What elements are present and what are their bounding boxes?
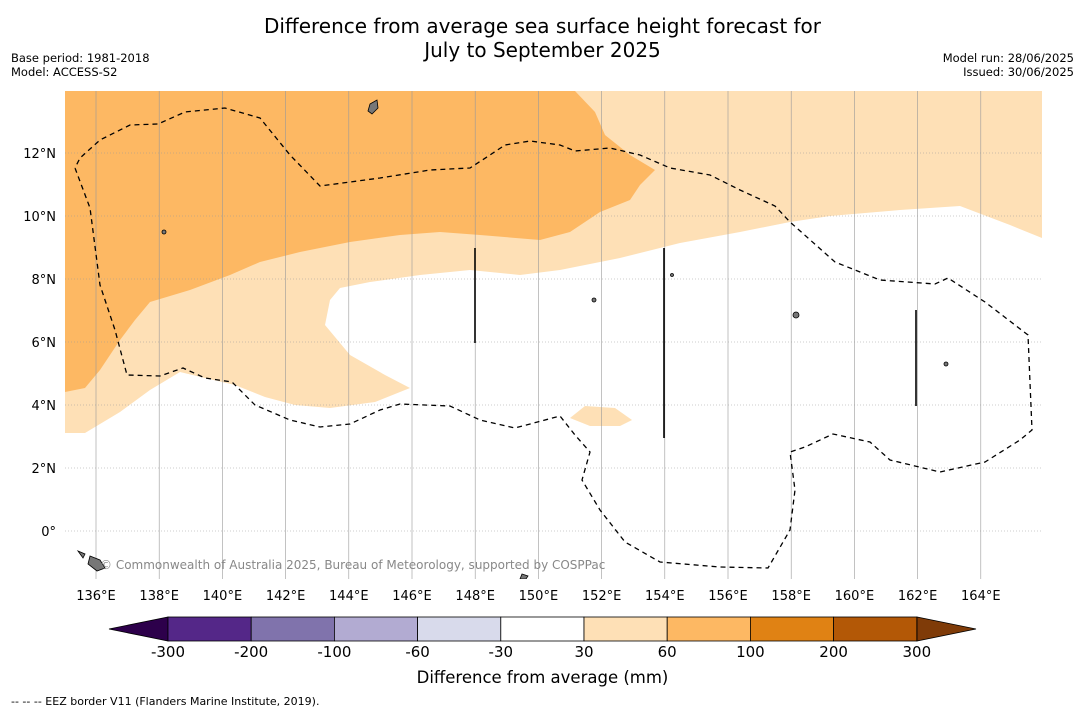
lon-label: 136°E xyxy=(76,589,116,604)
colorbar xyxy=(108,616,977,642)
colorbar-tick-label: 60 xyxy=(657,643,677,661)
model-name: Model: ACCESS-S2 xyxy=(11,65,118,79)
chart-title: Difference from average sea surface heig… xyxy=(0,14,1085,62)
colorbar-tick-label: 100 xyxy=(736,643,765,661)
colorbar-tick-label: -60 xyxy=(405,643,430,661)
colorbar-segment xyxy=(417,616,502,642)
lon-label: 150°E xyxy=(519,589,559,604)
colorbar-tick-label: -200 xyxy=(234,643,269,661)
colorbar-segment xyxy=(333,616,418,642)
lon-label: 154°E xyxy=(645,589,685,604)
lon-label: 160°E xyxy=(835,589,875,604)
lon-label: 146°E xyxy=(392,589,432,604)
lat-label: 0° xyxy=(41,525,56,540)
base-period: Base period: 1981-2018 xyxy=(11,51,150,65)
lon-label: 152°E xyxy=(582,589,622,604)
colorbar-tick-label: -30 xyxy=(488,643,514,661)
footnote: -- -- -- EEZ border V11 (Flanders Marine… xyxy=(11,695,320,708)
lat-label: 4°N xyxy=(32,399,57,414)
lon-label: 140°E xyxy=(203,589,243,604)
lat-label: 8°N xyxy=(32,273,57,288)
colorbar-tick-label: 200 xyxy=(819,643,848,661)
issued-date: Issued: 30/06/2025 xyxy=(963,65,1074,79)
anomaly-patch-152e xyxy=(570,406,632,426)
colorbar-extend-low xyxy=(108,616,169,642)
lat-label: 10°N xyxy=(23,210,56,225)
anomaly-region-medium xyxy=(65,91,655,392)
colorbar-segment xyxy=(250,616,335,642)
latitude-labels: 12°N 10°N 8°N 6°N 4°N 2°N 0° xyxy=(23,147,56,540)
lon-label: 156°E xyxy=(708,589,748,604)
eez-borders xyxy=(74,107,1033,569)
lat-label: 2°N xyxy=(32,462,57,477)
lon-label: 148°E xyxy=(455,589,495,604)
lon-label: 144°E xyxy=(329,589,369,604)
map-fields xyxy=(65,91,1042,579)
lon-label: 138°E xyxy=(139,589,179,604)
colorbar-segment xyxy=(833,616,918,642)
colorbar-tick-label: -100 xyxy=(317,643,352,661)
lon-label: 162°E xyxy=(898,589,938,604)
meta-right: Model run: 28/06/2025 Issued: 30/06/2025 xyxy=(943,51,1074,79)
meta-left: Base period: 1981-2018 Model: ACCESS-S2 xyxy=(11,51,150,79)
islands xyxy=(76,99,949,579)
lon-label: 164°E xyxy=(961,589,1001,604)
boundary-lines xyxy=(474,248,917,438)
colorbar-segment xyxy=(583,616,668,642)
title-line-2: July to September 2025 xyxy=(424,38,661,62)
colorbar-segment xyxy=(167,616,252,642)
colorbar-extend-high xyxy=(916,616,977,642)
colorbar-tick-label: 300 xyxy=(902,643,932,661)
lat-label: 12°N xyxy=(23,147,56,162)
lat-label: 6°N xyxy=(32,336,57,351)
colorbar-segment xyxy=(666,616,751,642)
colorbar-tick-label: -300 xyxy=(150,643,186,661)
title-line-1: Difference from average sea surface heig… xyxy=(263,14,822,38)
longitude-labels: 136°E 138°E 140°E 142°E 144°E 146°E 148°E 150°E… xyxy=(76,589,1000,604)
lon-label: 142°E xyxy=(266,589,306,604)
map-credit: © Commonwealth of Australia 2025, Bureau… xyxy=(100,558,605,572)
colorbar-segment xyxy=(500,616,585,642)
colorbar-label: Difference from average (mm) xyxy=(416,668,669,687)
colorbar-tick-label: 30 xyxy=(574,643,594,661)
colorbar-segment xyxy=(750,616,835,642)
lon-label: 158°E xyxy=(771,589,811,604)
model-run: Model run: 28/06/2025 xyxy=(942,51,1074,65)
